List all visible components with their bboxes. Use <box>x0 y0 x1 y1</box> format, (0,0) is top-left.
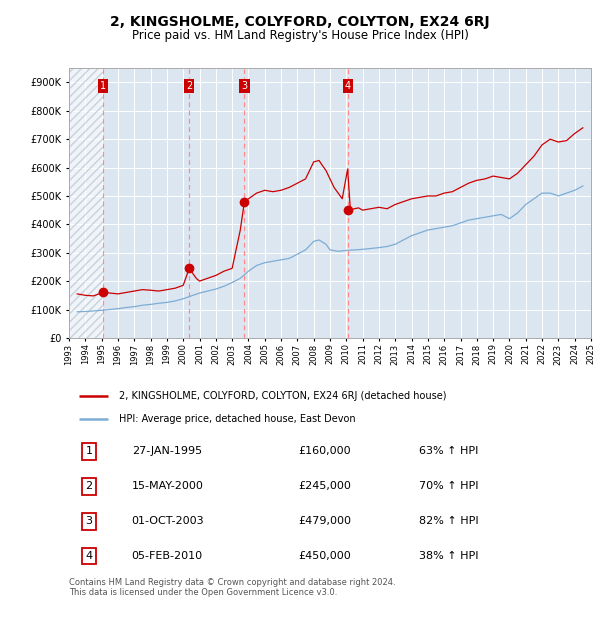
Text: 1: 1 <box>85 446 92 456</box>
Text: 63% ↑ HPI: 63% ↑ HPI <box>419 446 478 456</box>
Text: 01-OCT-2003: 01-OCT-2003 <box>131 516 204 526</box>
Text: 1: 1 <box>100 81 106 91</box>
Text: £450,000: £450,000 <box>299 551 352 561</box>
Text: 70% ↑ HPI: 70% ↑ HPI <box>419 481 478 491</box>
Text: 82% ↑ HPI: 82% ↑ HPI <box>419 516 478 526</box>
Text: 38% ↑ HPI: 38% ↑ HPI <box>419 551 478 561</box>
Text: 2, KINGSHOLME, COLYFORD, COLYTON, EX24 6RJ: 2, KINGSHOLME, COLYFORD, COLYTON, EX24 6… <box>110 15 490 29</box>
Text: £479,000: £479,000 <box>299 516 352 526</box>
Text: 4: 4 <box>85 551 92 561</box>
Text: HPI: Average price, detached house, East Devon: HPI: Average price, detached house, East… <box>119 414 355 424</box>
Text: 3: 3 <box>241 81 247 91</box>
Text: £245,000: £245,000 <box>299 481 352 491</box>
Text: Contains HM Land Registry data © Crown copyright and database right 2024.
This d: Contains HM Land Registry data © Crown c… <box>69 578 395 597</box>
Text: Price paid vs. HM Land Registry's House Price Index (HPI): Price paid vs. HM Land Registry's House … <box>131 29 469 42</box>
Text: £160,000: £160,000 <box>299 446 352 456</box>
Text: 05-FEB-2010: 05-FEB-2010 <box>131 551 203 561</box>
Text: 15-MAY-2000: 15-MAY-2000 <box>131 481 203 491</box>
Text: 2, KINGSHOLME, COLYFORD, COLYTON, EX24 6RJ (detached house): 2, KINGSHOLME, COLYFORD, COLYTON, EX24 6… <box>119 391 446 402</box>
Text: 3: 3 <box>85 516 92 526</box>
Text: 2: 2 <box>85 481 92 491</box>
Text: 2: 2 <box>186 81 193 91</box>
Text: 27-JAN-1995: 27-JAN-1995 <box>131 446 202 456</box>
Text: 4: 4 <box>345 81 351 91</box>
Bar <box>69 68 103 338</box>
